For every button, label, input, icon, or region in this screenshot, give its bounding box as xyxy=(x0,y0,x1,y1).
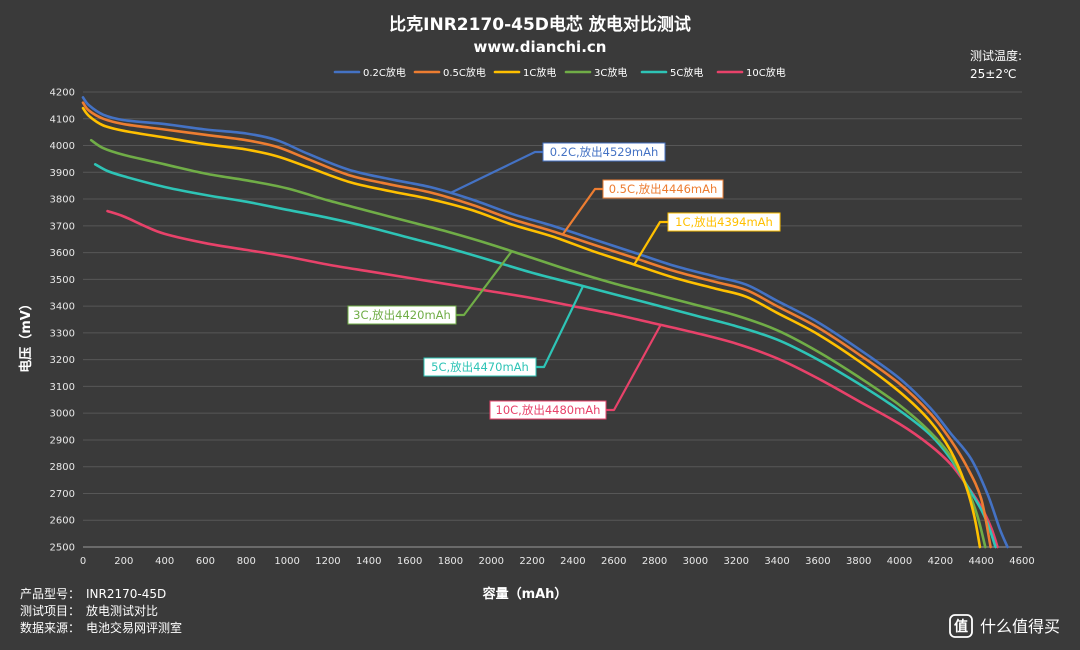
x-tick-1200: 1200 xyxy=(315,556,340,567)
legend-item-0: 0.2C放电 xyxy=(363,66,406,79)
chart-subtitle: www.dianchi.cn xyxy=(474,38,607,56)
x-tick-1600: 1600 xyxy=(397,556,422,567)
x-tick-3800: 3800 xyxy=(846,556,871,567)
x-tick-2000: 2000 xyxy=(479,556,504,567)
y-tick-3600: 3600 xyxy=(50,248,75,259)
y-tick-3500: 3500 xyxy=(50,275,75,286)
x-tick-3400: 3400 xyxy=(764,556,789,567)
x-tick-4200: 4200 xyxy=(928,556,953,567)
annotation-leader-3 xyxy=(456,250,513,317)
series-line-5 xyxy=(106,209,999,549)
annotation-box-2 xyxy=(667,212,781,232)
annotation-box-1 xyxy=(602,179,724,199)
model-label: 产品型号： xyxy=(20,587,80,601)
y-tick-3400: 3400 xyxy=(50,302,75,313)
x-tick-3600: 3600 xyxy=(805,556,830,567)
annotation-box-5 xyxy=(489,400,607,420)
legend-item-4: 5C放电 xyxy=(670,66,703,79)
legend-item-3: 3C放电 xyxy=(594,66,627,79)
series-line-1 xyxy=(81,101,992,549)
watermark-text: 什么值得买 xyxy=(980,617,1060,636)
source-value: 电池交易网评测室 xyxy=(86,620,182,635)
x-tick-3000: 3000 xyxy=(683,556,708,567)
annotation-leader-4 xyxy=(536,285,585,369)
y-tick-2700: 2700 xyxy=(50,489,75,500)
x-tick-2600: 2600 xyxy=(601,556,626,567)
annotation-leader-2 xyxy=(633,220,668,266)
annotation-label-4: 5C,放出4470mAh xyxy=(431,360,529,374)
y-tick-3300: 3300 xyxy=(50,328,75,339)
annotation-label-3: 3C,放出4420mAh xyxy=(353,308,451,322)
x-tick-4000: 4000 xyxy=(887,556,912,567)
annotation-label-0: 0.2C,放出4529mAh xyxy=(550,145,659,159)
x-tick-4600: 4600 xyxy=(1009,556,1034,567)
series-line-2 xyxy=(81,106,982,549)
y-tick-3800: 3800 xyxy=(50,195,75,206)
annotation-label-2: 1C,放出4394mAh xyxy=(675,215,773,229)
series-line-4 xyxy=(93,163,997,549)
x-tick-600: 600 xyxy=(196,556,215,567)
y-axis-ticks: 2500 2600 2700 2800 2900 3000 3100 3200 3300 3400… xyxy=(50,88,75,554)
series-line-0 xyxy=(81,96,1009,549)
x-tick-2800: 2800 xyxy=(642,556,667,567)
legend-item-5: 10C放电 xyxy=(746,66,786,79)
y-tick-2900: 2900 xyxy=(50,435,75,446)
x-tick-800: 800 xyxy=(237,556,256,567)
legend-item-1: 0.5C放电 xyxy=(443,66,486,79)
y-tick-3200: 3200 xyxy=(50,355,75,366)
item-label: 测试项目： xyxy=(20,603,80,618)
y-tick-2800: 2800 xyxy=(50,462,75,473)
x-tick-400: 400 xyxy=(155,556,174,567)
item-value: 放电测试对比 xyxy=(86,603,158,618)
smzdm-logo-icon: 值 xyxy=(949,614,973,638)
model-value: INR2170-45D xyxy=(86,587,166,601)
x-tick-1400: 1400 xyxy=(356,556,381,567)
annotations: 0.2C,放出4529mAh 0.5C,放出4446mAh 1C,放出4394mAh… xyxy=(347,142,781,420)
y-tick-3100: 3100 xyxy=(50,382,75,393)
temperature-value: 25±2℃ xyxy=(970,67,1016,81)
annotation-leader-1 xyxy=(561,187,603,236)
annotation-box-4 xyxy=(423,357,537,377)
x-tick-1000: 1000 xyxy=(274,556,299,567)
svg-text:值: 值 xyxy=(954,618,968,635)
annotation-label-1: 0.5C,放出4446mAh xyxy=(609,182,718,196)
source-label: 数据来源： xyxy=(20,620,80,635)
legend: 0.2C放电 0.5C放电 1C放电 3C放电 5C放电 10C放电 xyxy=(333,66,786,79)
x-tick-200: 200 xyxy=(114,556,133,567)
x-tick-3200: 3200 xyxy=(723,556,748,567)
temperature-label: 测试温度: xyxy=(970,48,1022,63)
y-tick-2600: 2600 xyxy=(50,516,75,527)
y-axis-label: 电压（mV） xyxy=(18,297,34,373)
annotation-box-0 xyxy=(542,142,666,162)
y-tick-3900: 3900 xyxy=(50,168,75,179)
x-axis-ticks: 0 200 400 600 800 1000 1200 1400 1600 1800 2000 220… xyxy=(80,556,1035,567)
x-axis-label: 容量（mAh） xyxy=(482,586,568,602)
x-tick-2200: 2200 xyxy=(519,556,544,567)
x-tick-4400: 4400 xyxy=(968,556,993,567)
annotation-leader-5 xyxy=(606,324,662,412)
y-tick-2500: 2500 xyxy=(50,543,75,554)
annotation-box-3 xyxy=(347,305,457,325)
y-tick-3000: 3000 xyxy=(50,409,75,420)
y-tick-4000: 4000 xyxy=(50,141,75,152)
series-line-3 xyxy=(89,138,987,549)
annotation-label-5: 10C,放出4480mAh xyxy=(496,403,601,417)
x-tick-1800: 1800 xyxy=(438,556,463,567)
x-tick-0: 0 xyxy=(80,556,86,567)
legend-item-2: 1C放电 xyxy=(523,66,556,79)
series-lines xyxy=(81,96,1009,549)
x-tick-2400: 2400 xyxy=(560,556,585,567)
y-tick-4100: 4100 xyxy=(50,114,75,125)
y-tick-3700: 3700 xyxy=(50,221,75,232)
annotation-leader-0 xyxy=(449,150,543,194)
y-tick-4200: 4200 xyxy=(50,88,75,99)
chart-title: 比克INR2170-45D电芯 放电对比测试 xyxy=(389,14,691,35)
